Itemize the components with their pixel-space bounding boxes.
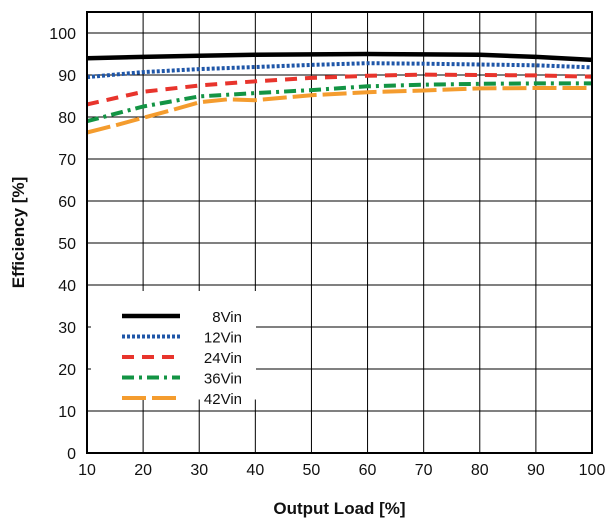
x-tick-labels: 10 20 30 40 50 60 70 80 90 100: [78, 462, 605, 479]
series-lines: [86, 51, 593, 135]
x-tick-label: 90: [527, 462, 545, 479]
x-tick-label: 100: [579, 462, 606, 479]
x-tick-label: 20: [134, 462, 152, 479]
y-tick-label: 100: [49, 26, 76, 43]
legend-label: 8Vin: [212, 309, 242, 326]
y-tick-label: 60: [58, 194, 76, 211]
y-tick-label: 80: [58, 110, 76, 127]
series-line-24vin: [86, 72, 593, 107]
x-tick-label: 40: [246, 462, 264, 479]
legend: 8Vin 12Vin 24Vin 36Vin 42Vin: [122, 309, 242, 408]
x-tick-label: 70: [415, 462, 433, 479]
x-tick-label: 80: [471, 462, 489, 479]
legend-label: 12Vin: [204, 330, 242, 347]
y-tick-label: 10: [58, 404, 76, 421]
series-line-42vin: [86, 86, 592, 135]
y-tick-label: 50: [58, 236, 76, 253]
series-line-36vin: [86, 81, 592, 124]
legend-box: [91, 291, 256, 400]
x-tick-label: 60: [359, 462, 377, 479]
legend-label: 24Vin: [204, 350, 242, 367]
legend-label: 36Vin: [204, 371, 242, 388]
x-tick-label: 10: [78, 462, 96, 479]
legend-label: 42Vin: [204, 391, 242, 408]
x-tick-label: 30: [190, 462, 208, 479]
series-line-8vin: [86, 51, 593, 63]
y-tick-label: 40: [58, 278, 76, 295]
plot-frame: [86, 11, 593, 454]
y-tick-label: 20: [58, 362, 76, 379]
y-tick-label: 70: [58, 152, 76, 169]
y-axis-title: Efficiency [%]: [9, 177, 28, 288]
y-tick-labels: 0 10 20 30 40 50 60 70 80 90 100: [49, 26, 76, 463]
y-tick-label: 90: [58, 68, 76, 85]
y-tick-label: 0: [67, 446, 76, 463]
x-tick-label: 50: [303, 462, 321, 479]
x-axis-title: Output Load [%]: [273, 499, 405, 518]
y-tick-label: 30: [58, 320, 76, 337]
series-line-12vin: [86, 61, 593, 80]
